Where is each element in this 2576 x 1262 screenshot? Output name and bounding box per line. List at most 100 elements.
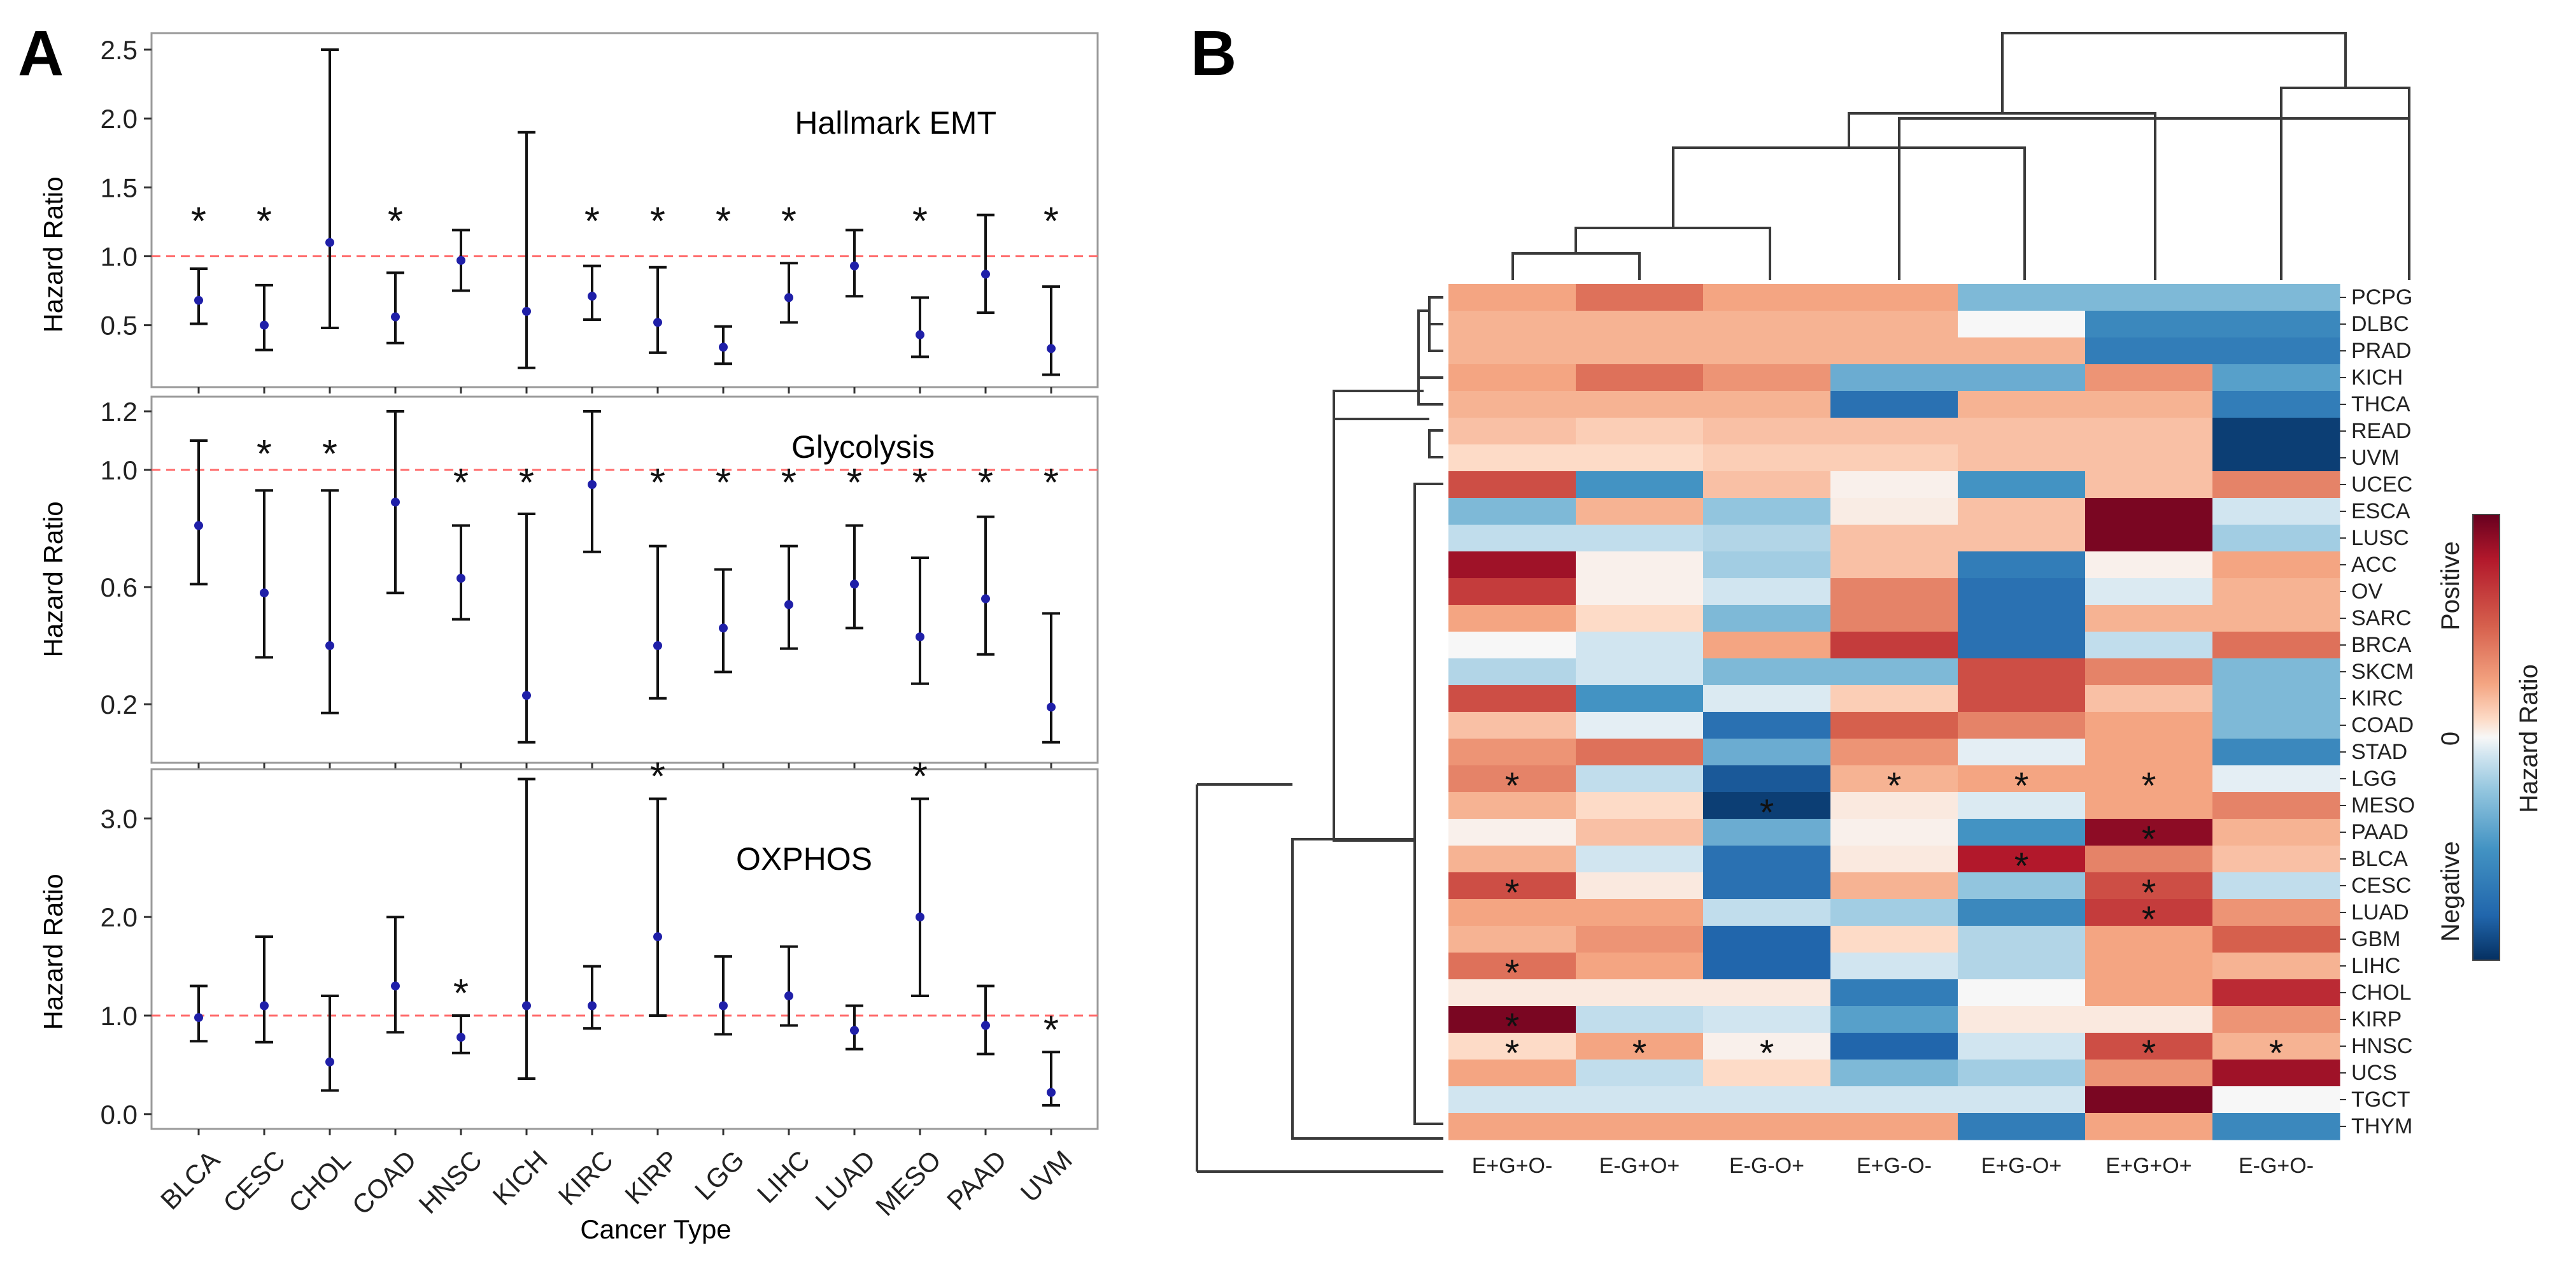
heatmap-cell — [1703, 872, 1831, 900]
hazard-ratio-point — [260, 320, 269, 330]
heatmap-cell — [1703, 1060, 1831, 1087]
heatmap-cell — [2085, 658, 2213, 686]
row-label: OV — [2351, 579, 2382, 604]
hazard-ratio-point — [456, 1033, 465, 1042]
heatmap-cell — [1448, 685, 1576, 713]
heatmap-cell — [1576, 1086, 1704, 1114]
significance-star: * — [2142, 1033, 2156, 1074]
heatmap-cell — [1448, 578, 1576, 606]
plot-frame — [150, 32, 1099, 388]
hazard-ratio-point — [194, 521, 203, 530]
heatmap-cell — [2085, 471, 2213, 499]
colorbar-top-label: Positive — [2437, 541, 2465, 630]
row-label: DLBC — [2351, 312, 2409, 336]
heatmap-cell — [1448, 391, 1576, 418]
hazard-ratio-point — [1047, 702, 1056, 712]
x-tick-label: LUAD — [809, 1145, 881, 1216]
heatmap-cell — [1830, 953, 1958, 980]
heatmap-cell — [1576, 605, 1704, 632]
heatmap-cell — [1830, 1113, 1958, 1140]
row-label: LIHC — [2351, 954, 2400, 978]
heatmap-cell — [2212, 311, 2340, 338]
hazard-ratio-point — [1047, 344, 1056, 353]
heatmap-cell — [1703, 471, 1831, 499]
hazard-ratio-point — [456, 574, 465, 583]
heatmap-cell — [2212, 819, 2340, 846]
x-tick-label: KIRP — [619, 1145, 684, 1210]
heatmap-cell — [1576, 979, 1704, 1007]
heatmap-cell — [2212, 1033, 2340, 1060]
hazard-ratio-point — [391, 312, 400, 322]
heatmap-cell — [1576, 739, 1704, 766]
heatmap-cell — [2085, 712, 2213, 739]
heatmap-cell — [1830, 311, 1958, 338]
row-label: THYM — [2351, 1114, 2412, 1138]
heatmap-cell — [1958, 899, 2086, 926]
heatmap-cell — [1703, 391, 1831, 418]
heatmap-cell — [1830, 685, 1958, 713]
x-tick-label: CESC — [217, 1145, 291, 1219]
y-tick-label: 2.0 — [101, 902, 138, 932]
row-label: LGG — [2351, 767, 2397, 791]
row-label: MESO — [2351, 793, 2415, 818]
heatmap-cell — [1448, 846, 1576, 873]
heatmap-cell — [2212, 578, 2340, 606]
heatmap-cell — [1830, 605, 1958, 632]
colorbar-mid-label: 0 — [2437, 732, 2465, 746]
y-axis-label: Hazard Ratio — [38, 501, 68, 657]
heatmap-cell — [2212, 685, 2340, 713]
heatmap-cell — [2085, 872, 2213, 900]
heatmap-cell — [2212, 551, 2340, 579]
hazard-ratio-point — [325, 1057, 334, 1067]
significance-star: * — [1760, 1033, 1774, 1074]
heatmap-cell — [1958, 1060, 2086, 1087]
row-label: CESC — [2351, 874, 2411, 898]
significance-star: * — [2142, 872, 2156, 914]
y-tick-label: 0.6 — [101, 572, 138, 602]
heatmap-cell — [2212, 846, 2340, 873]
row-label: GBM — [2351, 927, 2400, 951]
row-label: PRAD — [2351, 339, 2411, 363]
heatmap-cell — [1703, 658, 1831, 686]
hazard-ratio-point — [456, 255, 465, 265]
heatmap-cell — [1448, 444, 1576, 472]
heatmap-cell — [1958, 418, 2086, 445]
heatmap-cell — [2085, 739, 2213, 766]
heatmap-cell — [1448, 632, 1576, 659]
significance-star: * — [257, 432, 272, 476]
significance-star: * — [2142, 765, 2156, 807]
hazard-ratio-point — [653, 932, 662, 942]
heatmap-cell — [2085, 846, 2213, 873]
heatmap-cell — [1448, 525, 1576, 552]
column-label: E-G+O+ — [1599, 1154, 1680, 1178]
heatmap-cell — [1958, 471, 2086, 499]
row-label: LUAD — [2351, 900, 2409, 925]
heatmap-cell — [1958, 284, 2086, 311]
heatmap-cell — [2212, 471, 2340, 499]
row-label: THCA — [2351, 392, 2410, 416]
heatmap-cell — [2085, 525, 2213, 552]
heatmap-cell — [1703, 1113, 1831, 1140]
y-tick-label: 3.0 — [101, 804, 138, 833]
row-label: KIRC — [2351, 686, 2403, 711]
hazard-ratio-point — [1047, 1088, 1056, 1097]
heatmap-cell — [2085, 551, 2213, 579]
significance-star: * — [388, 199, 403, 243]
heatmap-cell — [1576, 872, 1704, 900]
significance-star: * — [716, 461, 731, 505]
heatmap-cell — [1703, 1086, 1831, 1114]
heatmap-cell — [2212, 337, 2340, 365]
heatmap-cell — [1576, 471, 1704, 499]
heatmap-cell — [2212, 364, 2340, 392]
heatmap-cell — [1448, 284, 1576, 311]
heatmap-cell — [1830, 284, 1958, 311]
heatmap-cell — [1958, 498, 2086, 525]
heatmap-cell — [1448, 1006, 1576, 1033]
hazard-ratio-point — [850, 1026, 859, 1035]
hazard-ratio-point — [916, 632, 924, 642]
y-tick-label: 0.2 — [101, 690, 138, 720]
heatmap-cell — [2085, 819, 2213, 846]
heatmap-cell — [2212, 525, 2340, 552]
significance-star: * — [191, 199, 206, 243]
